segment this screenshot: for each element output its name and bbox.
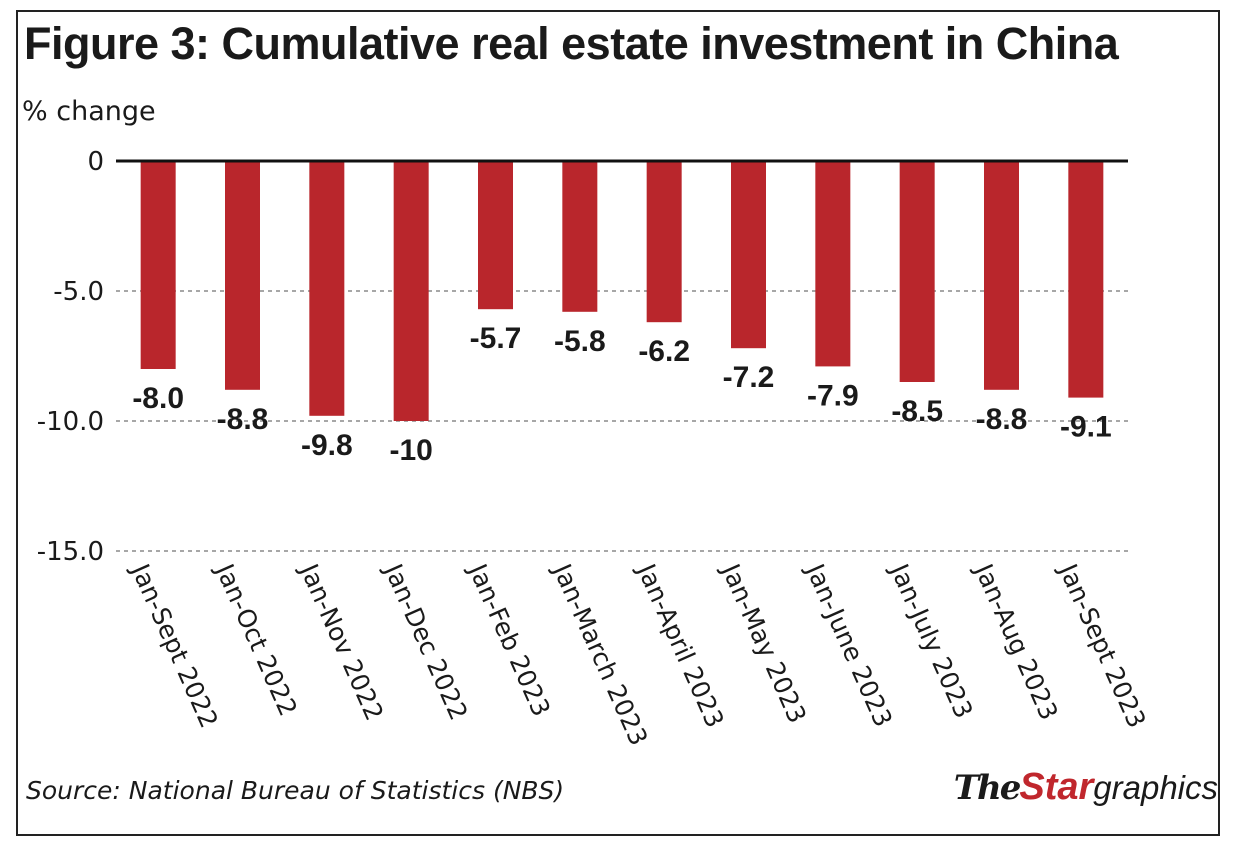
x-tick-label: Jan-Oct 2022 (209, 558, 303, 721)
x-tick-label: Jan-Feb 2023 (462, 558, 556, 721)
bar (393, 161, 429, 421)
data-label: -5.7 (470, 322, 522, 355)
bar (984, 161, 1019, 390)
x-tick-label: Jan-May 2023 (715, 558, 812, 728)
x-tick-label: Jan-June 2023 (800, 558, 898, 731)
logo-graphics: graphics (1093, 769, 1218, 806)
bar (478, 161, 513, 310)
bar (562, 161, 598, 312)
bar (309, 161, 345, 416)
bar (731, 161, 766, 349)
data-label: -7.2 (723, 361, 775, 394)
x-tick-label: Jan-Sept 2023 (1053, 558, 1152, 732)
data-label: -8.5 (891, 395, 943, 428)
logo-the: The (953, 768, 1022, 808)
x-tick-label: Jan-Aug 2023 (968, 558, 1063, 725)
data-label: -8.8 (976, 403, 1028, 436)
y-tick-label: -15.0 (37, 537, 104, 567)
the-star-graphics-logo: TheStargraphics (954, 766, 1218, 809)
bar (815, 161, 851, 367)
logo-star: Star (1019, 766, 1094, 808)
x-tick-label: Jan-March 2023 (547, 558, 654, 750)
y-axis-unit-label: % change (22, 96, 156, 127)
data-label: -7.9 (807, 379, 859, 412)
y-tick-label: -5.0 (53, 277, 104, 307)
bar (646, 161, 682, 323)
data-label: -9.8 (301, 429, 353, 462)
x-tick-label: Jan-April 2023 (631, 558, 730, 732)
data-label: -9.1 (1060, 411, 1112, 444)
source-note: Source: National Bureau of Statistics (N… (26, 776, 565, 805)
y-tick-label: -10.0 (37, 407, 104, 437)
data-label: -8.8 (217, 403, 269, 436)
x-tick-label: Jan-Sept 2022 (125, 558, 224, 732)
bar (899, 161, 935, 382)
data-label: -5.8 (554, 325, 606, 358)
x-tick-label: Jan-Dec 2022 (378, 558, 473, 725)
data-label: -6.2 (638, 335, 690, 368)
x-tick-label: Jan-July 2023 (884, 558, 979, 723)
bar (140, 161, 176, 369)
data-label: -8.0 (132, 382, 184, 415)
x-tick-label: Jan-Nov 2022 (294, 558, 390, 725)
y-tick-label: 0 (87, 147, 104, 177)
bar (1068, 161, 1104, 398)
data-label: -10 (389, 434, 432, 467)
bar (225, 161, 260, 390)
chart-frame (16, 10, 1220, 836)
chart-title: Figure 3: Cumulative real estate investm… (24, 18, 1119, 69)
